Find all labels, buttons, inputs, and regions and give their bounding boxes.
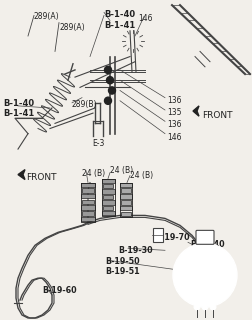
FancyBboxPatch shape xyxy=(120,206,132,211)
FancyBboxPatch shape xyxy=(81,205,95,210)
FancyBboxPatch shape xyxy=(196,230,214,244)
FancyBboxPatch shape xyxy=(81,182,95,187)
Text: B-19-51: B-19-51 xyxy=(105,267,140,276)
Circle shape xyxy=(173,243,237,307)
FancyBboxPatch shape xyxy=(102,189,114,194)
Text: 146: 146 xyxy=(138,14,152,23)
Text: FRONT: FRONT xyxy=(202,111,233,120)
FancyBboxPatch shape xyxy=(82,188,93,193)
Text: B-1-40: B-1-40 xyxy=(104,10,135,19)
FancyBboxPatch shape xyxy=(153,228,163,242)
Circle shape xyxy=(202,304,208,310)
Text: 136: 136 xyxy=(167,120,181,129)
Text: 136: 136 xyxy=(167,96,181,105)
Circle shape xyxy=(210,304,216,310)
Text: E-3: E-3 xyxy=(92,139,104,148)
FancyBboxPatch shape xyxy=(103,195,113,199)
FancyBboxPatch shape xyxy=(81,217,95,221)
Text: 24 (B): 24 (B) xyxy=(130,171,153,180)
Text: 146: 146 xyxy=(167,132,181,142)
Circle shape xyxy=(107,76,113,84)
Text: B-19-30: B-19-30 xyxy=(118,246,153,255)
FancyBboxPatch shape xyxy=(102,179,114,183)
FancyBboxPatch shape xyxy=(81,194,95,198)
Text: 24 (B): 24 (B) xyxy=(82,169,105,178)
FancyBboxPatch shape xyxy=(121,188,131,193)
FancyBboxPatch shape xyxy=(103,184,113,188)
Text: B-19-60: B-19-60 xyxy=(42,286,77,295)
Text: B-1-41: B-1-41 xyxy=(3,109,34,118)
FancyBboxPatch shape xyxy=(102,200,114,204)
FancyBboxPatch shape xyxy=(82,200,93,204)
Text: 289(B): 289(B) xyxy=(72,100,98,109)
Text: 289(A): 289(A) xyxy=(60,23,86,32)
Polygon shape xyxy=(193,106,199,116)
Text: B-19-50: B-19-50 xyxy=(105,257,140,266)
Circle shape xyxy=(109,87,115,94)
Text: FRONT: FRONT xyxy=(26,172,56,181)
FancyBboxPatch shape xyxy=(82,211,93,216)
FancyBboxPatch shape xyxy=(121,200,131,204)
FancyBboxPatch shape xyxy=(121,212,131,216)
Text: B-19-40: B-19-40 xyxy=(190,240,225,249)
FancyBboxPatch shape xyxy=(120,182,132,187)
Circle shape xyxy=(105,66,111,74)
Text: 24 (B): 24 (B) xyxy=(110,166,133,175)
Circle shape xyxy=(194,304,200,310)
Polygon shape xyxy=(18,170,25,180)
Text: B-1-41: B-1-41 xyxy=(104,20,135,29)
Text: 135: 135 xyxy=(167,108,181,117)
Text: B-19-70: B-19-70 xyxy=(155,233,190,242)
Circle shape xyxy=(105,97,111,104)
FancyBboxPatch shape xyxy=(103,206,113,210)
Text: B-1-40: B-1-40 xyxy=(3,99,34,108)
FancyBboxPatch shape xyxy=(120,194,132,199)
FancyBboxPatch shape xyxy=(102,211,114,215)
Text: 289(A): 289(A) xyxy=(34,12,60,21)
